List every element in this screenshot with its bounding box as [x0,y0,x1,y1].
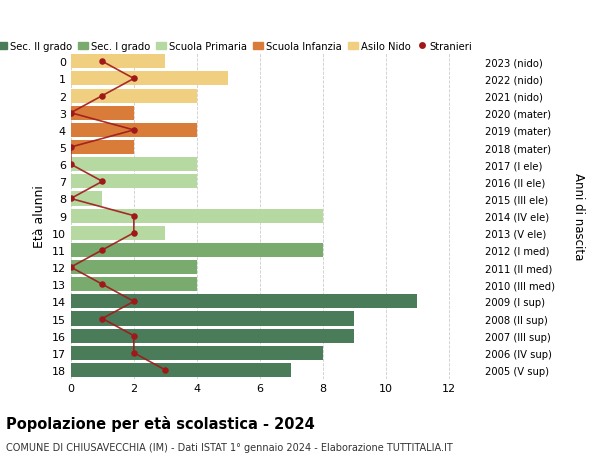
Bar [71,209,323,223]
Text: COMUNE DI CHIUSAVECCHIA (IM) - Dati ISTAT 1° gennaio 2024 - Elaborazione TUTTITA: COMUNE DI CHIUSAVECCHIA (IM) - Dati ISTA… [6,442,453,452]
Bar [71,312,355,326]
Point [66,144,76,151]
Bar [71,55,166,69]
Bar [71,123,197,138]
Y-axis label: Anni di nascita: Anni di nascita [572,173,585,260]
Point [98,178,107,185]
Point [161,366,170,374]
Point [129,298,139,305]
Point [129,349,139,357]
Legend: Sec. II grado, Sec. I grado, Scuola Primaria, Scuola Infanzia, Asilo Nido, Stran: Sec. II grado, Sec. I grado, Scuola Prim… [0,38,476,56]
Bar [71,192,103,206]
Bar [71,329,355,343]
Point [66,161,76,168]
Bar [71,106,134,121]
Text: Popolazione per età scolastica - 2024: Popolazione per età scolastica - 2024 [6,415,315,431]
Point [98,58,107,66]
Bar [71,295,418,309]
Bar [71,260,197,274]
Point [66,264,76,271]
Bar [71,346,323,360]
Point [129,213,139,220]
Point [66,110,76,117]
Bar [71,141,134,155]
Bar [71,72,229,86]
Bar [71,90,197,103]
Bar [71,175,197,189]
Bar [71,226,166,240]
Bar [71,243,323,257]
Y-axis label: Età alunni: Età alunni [33,185,46,247]
Bar [71,278,197,291]
Point [98,93,107,100]
Point [129,230,139,237]
Point [98,315,107,323]
Point [129,76,139,83]
Point [129,332,139,340]
Point [66,196,76,203]
Point [129,127,139,134]
Point [98,246,107,254]
Bar [71,158,197,172]
Point [98,281,107,288]
Bar [71,363,292,377]
